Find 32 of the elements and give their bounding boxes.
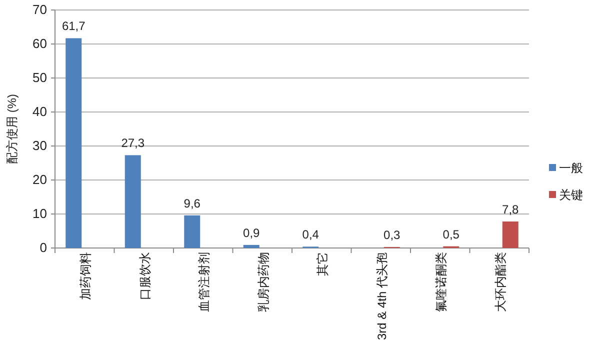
legend-label: 一般 — [559, 161, 583, 175]
y-tick-label: 70 — [32, 2, 47, 17]
x-tick-label: 乳房内药物 — [256, 252, 270, 312]
bar — [184, 215, 200, 248]
bar — [502, 221, 518, 248]
data-label: 9,6 — [184, 196, 201, 210]
data-label: 61,7 — [62, 19, 86, 34]
y-axis-title: 配方使用 (%) — [5, 94, 19, 164]
x-tick-label: 3rd & 4th 代头孢 — [374, 252, 389, 340]
x-tick-label: 其它 — [316, 252, 330, 276]
x-tick-label: 血管注射剂 — [197, 252, 212, 312]
bar — [243, 244, 260, 248]
y-tick-label: 50 — [32, 70, 47, 85]
data-label: 7,8 — [502, 202, 520, 216]
y-tick-label: 10 — [32, 206, 47, 221]
data-label: 27,3 — [121, 136, 145, 150]
data-label: 0,9 — [243, 226, 260, 240]
x-tick-label: 加药饲料 — [78, 252, 93, 300]
y-tick-label: 40 — [32, 104, 47, 119]
data-label: 0,3 — [384, 228, 401, 242]
y-tick-label: 0 — [40, 240, 47, 255]
y-tick-label: 60 — [32, 36, 47, 51]
x-tick-label: 氟喹诺酮类 — [434, 252, 448, 312]
legend-label: 关键 — [559, 188, 583, 202]
x-tick-label: 大环内酯类 — [493, 252, 508, 312]
bar — [66, 38, 82, 248]
y-tick-label: 30 — [32, 138, 47, 153]
data-label: 0,5 — [442, 227, 460, 242]
data-label: 0,4 — [302, 228, 320, 242]
bar — [124, 155, 141, 248]
x-tick-label: 口服饮水 — [138, 252, 152, 300]
y-tick-label: 20 — [32, 172, 47, 187]
